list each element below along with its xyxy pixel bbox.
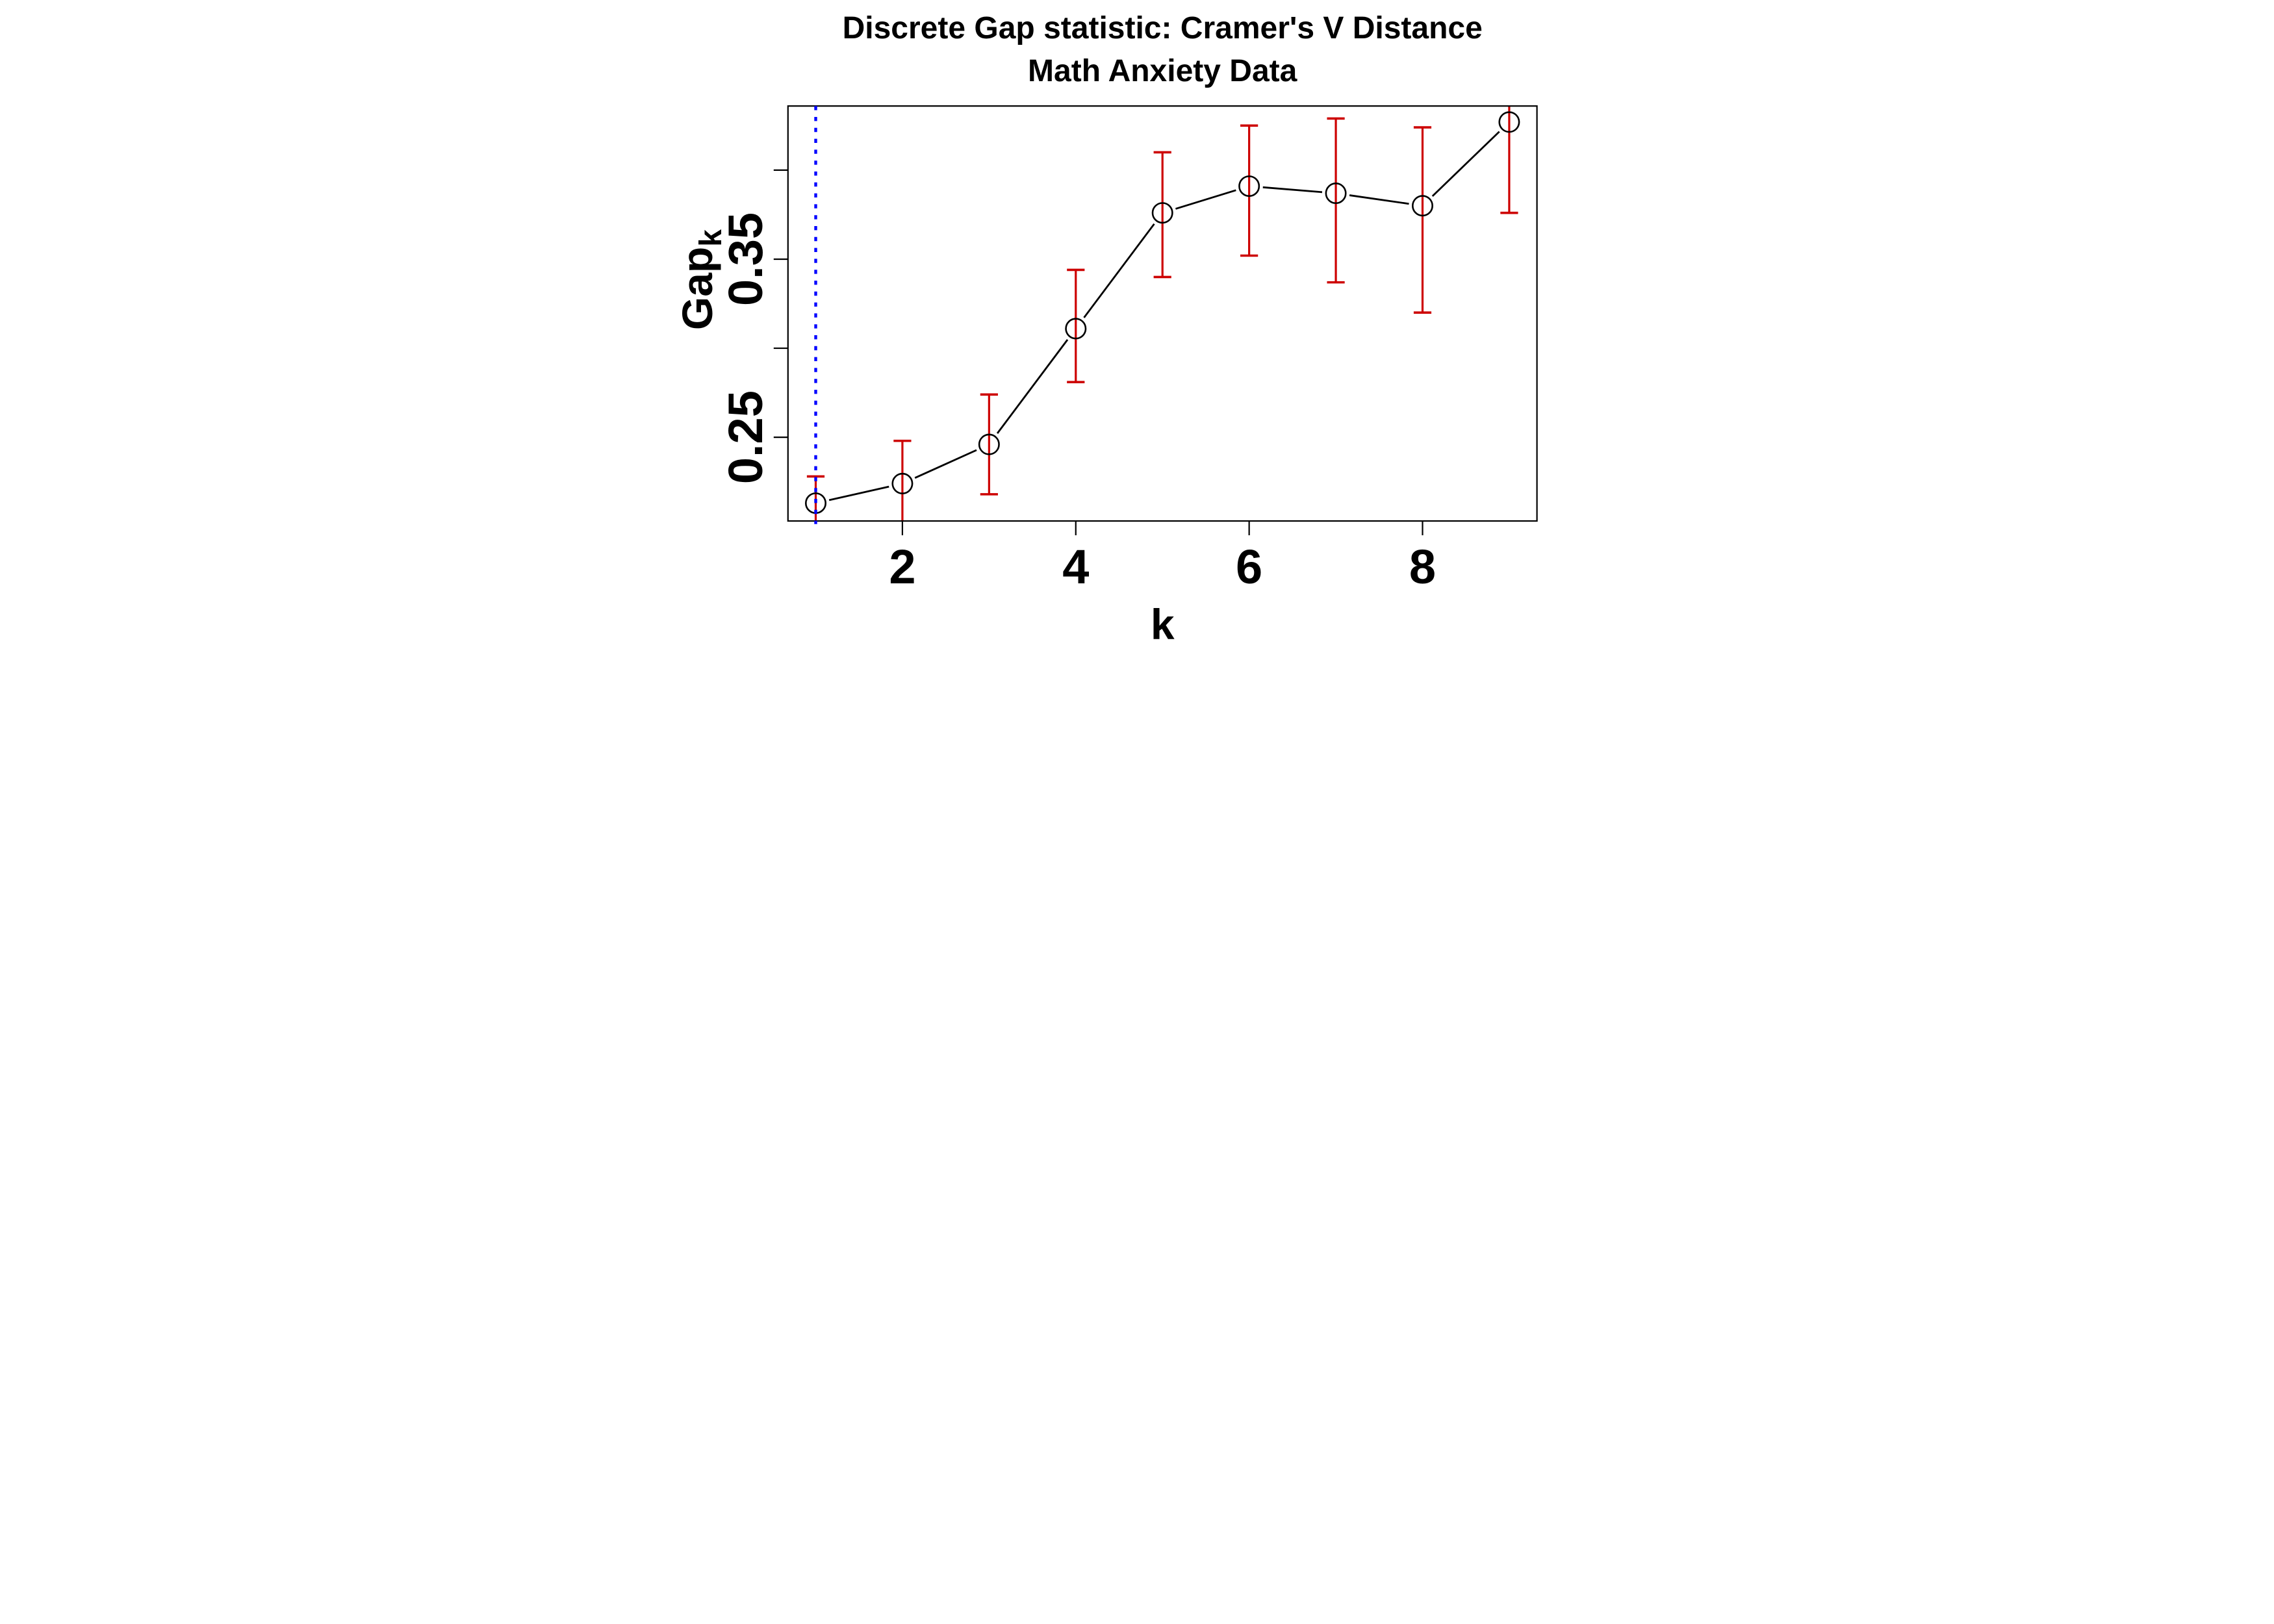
chart-title: Discrete Gap statistic: Cramer's V Dista… bbox=[843, 11, 1483, 45]
gap-statistic-chart: 2 4 6 8 0.25 0.35 Discrete Gap statistic: Cram… bbox=[682, 0, 1592, 650]
series-line-segment bbox=[1349, 194, 1409, 205]
gap-statistic-figure: 2 4 6 8 0.25 0.35 Discrete Gap statistic: Cram… bbox=[682, 0, 1592, 650]
data-point-circle bbox=[891, 472, 913, 494]
series-line-segment bbox=[1175, 189, 1236, 210]
data-point-circle bbox=[1411, 195, 1433, 217]
series-line-segment bbox=[1431, 131, 1500, 197]
data-point-circle bbox=[1238, 175, 1260, 197]
plot-border bbox=[787, 105, 1538, 522]
data-point-circle bbox=[1325, 183, 1347, 205]
x-axis-tick-label: 4 bbox=[1062, 540, 1089, 594]
series-line-segment bbox=[914, 449, 977, 479]
y-axis-tick-label: 0.35 bbox=[719, 212, 773, 306]
data-point-circle bbox=[1151, 202, 1173, 224]
chart-subtitle: Math Anxiety Data bbox=[1028, 54, 1297, 88]
y-axis-label: Gapk bbox=[682, 229, 728, 330]
series-line-segment bbox=[1262, 186, 1323, 194]
x-axis-tick-label: 8 bbox=[1409, 540, 1436, 594]
x-axis-tick-label: 6 bbox=[1236, 540, 1262, 594]
x-axis-label: k bbox=[1151, 600, 1175, 648]
data-point-circle bbox=[1065, 318, 1087, 340]
series-line-segment bbox=[996, 339, 1069, 434]
y-axis-tick-label: 0.25 bbox=[719, 390, 773, 484]
x-axis-tick-label: 2 bbox=[889, 540, 915, 594]
data-point-circle bbox=[1498, 111, 1520, 133]
series-line-segment bbox=[1083, 223, 1155, 318]
series-line-segment bbox=[828, 485, 889, 501]
data-point-circle bbox=[978, 433, 1000, 455]
